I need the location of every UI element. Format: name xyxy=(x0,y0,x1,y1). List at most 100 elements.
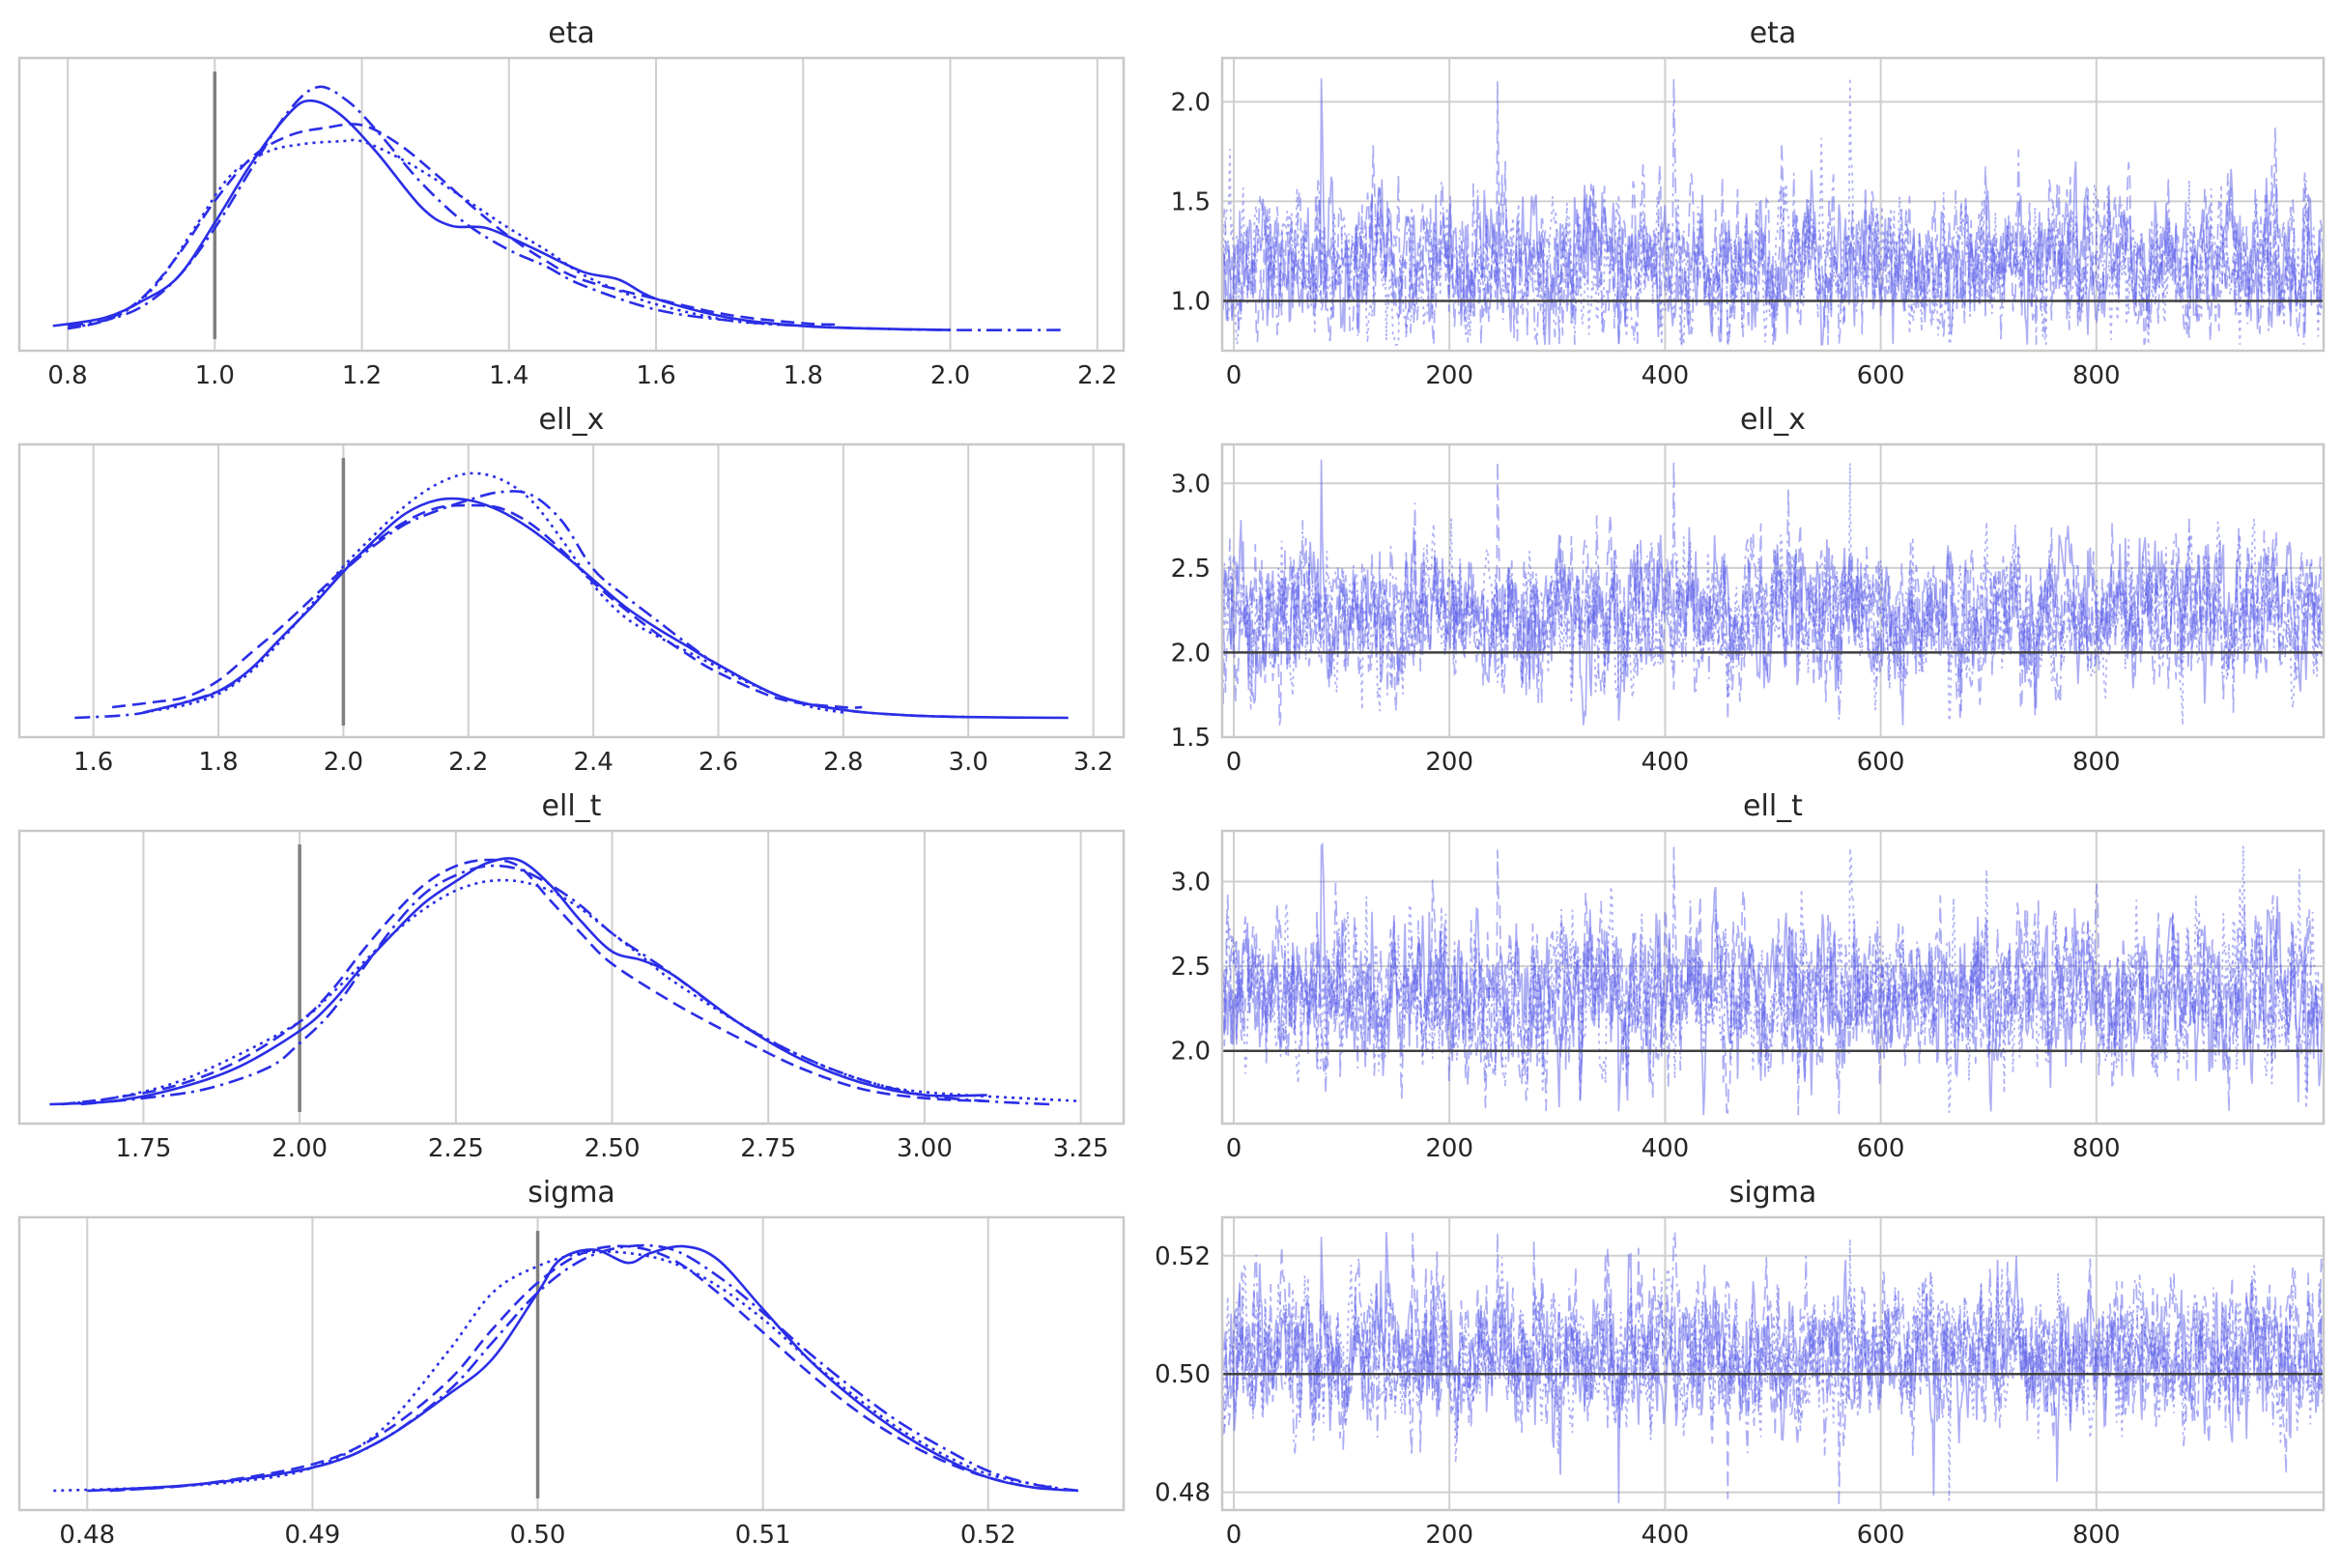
sigma-density-xtick-label: 0.51 xyxy=(735,1521,791,1550)
ell_x-density-panel: ell_x 1.6 1.8 2.0 2.2 2.4 2.6 2.8 3.0 3.2 xyxy=(17,403,1126,777)
ell_x-density-xtick-label: 2.0 xyxy=(324,748,363,777)
ell_x-trace-xtick-label: 600 xyxy=(1857,748,1905,777)
eta-density-xtick-label: 2.0 xyxy=(930,361,970,390)
sigma-density-xtick-label: 0.52 xyxy=(960,1521,1016,1550)
sigma-trace-ytick-label: 0.52 xyxy=(1155,1242,1211,1271)
sigma-density-chain-4-line xyxy=(53,1250,1056,1493)
eta-density-chain-3-line xyxy=(67,85,1061,331)
ell_t-density-frame xyxy=(17,829,1126,1126)
ell_t-density-xtick-label: 3.00 xyxy=(897,1134,953,1163)
ell_x-density-frame xyxy=(17,442,1126,739)
eta-trace-panel: eta 0 200 400 600 800 1.0 1.5 2.0 xyxy=(1171,16,2326,390)
ell_t-density-title: ell_t xyxy=(542,789,602,823)
sigma-trace-xtick-label: 800 xyxy=(2072,1521,2121,1550)
sigma-density-xtick-label: 0.49 xyxy=(284,1521,340,1550)
eta-trace-title: eta xyxy=(1750,16,1797,50)
eta-density-title: eta xyxy=(548,16,595,50)
sigma-density-xtick-label: 0.48 xyxy=(59,1521,115,1550)
sigma-trace-ytick-label: 0.48 xyxy=(1155,1479,1211,1508)
ell_t-density-xtick-label: 1.75 xyxy=(115,1134,171,1163)
ell_x-trace-xtick-label: 0 xyxy=(1226,748,1242,777)
ell_x-density-xtick-label: 2.2 xyxy=(448,748,488,777)
sigma-trace-xtick-label: 400 xyxy=(1642,1521,1690,1550)
ell_x-trace-ytick-label: 2.0 xyxy=(1171,639,1211,668)
sigma-density-panel: sigma 0.48 0.49 0.50 0.51 0.52 xyxy=(17,1176,1126,1550)
ell_t-density-xtick-label: 2.50 xyxy=(585,1134,641,1163)
sigma-density-title: sigma xyxy=(528,1176,615,1210)
ell_t-trace-title: ell_t xyxy=(1743,789,1803,823)
ell_t-trace-xtick-label: 800 xyxy=(2072,1134,2121,1163)
eta-trace-xtick-label: 600 xyxy=(1857,361,1905,390)
eta-density-xtick-label: 1.6 xyxy=(636,361,675,390)
ell_t-trace-xtick-label: 400 xyxy=(1642,1134,1690,1163)
ell_x-trace-xtick-label: 400 xyxy=(1642,748,1690,777)
sigma-trace-title: sigma xyxy=(1729,1176,1817,1210)
ell_t-density-panel: ell_t 1.75 2.00 2.25 2.50 2.75 3.00 3.25 xyxy=(17,789,1126,1163)
ell_t-density-chain-4-line xyxy=(62,878,1081,1106)
sigma-trace-xtick-label: 600 xyxy=(1857,1521,1905,1550)
sigma-trace-panel: sigma 0 200 400 600 800 0.48 0.50 0.52 xyxy=(1155,1176,2326,1550)
ell_t-trace-ytick-label: 2.0 xyxy=(1171,1038,1211,1067)
ell_x-trace-chain-1-line xyxy=(1221,459,2324,726)
sigma-density-chain-3-line xyxy=(109,1243,1079,1493)
sigma-trace-chain-4-line xyxy=(1221,1239,2324,1501)
ell_t-trace-xtick-label: 200 xyxy=(1425,1134,1473,1163)
ell_t-density-xtick-label: 2.00 xyxy=(271,1134,328,1163)
eta-trace-chain-4-line xyxy=(1221,77,2324,346)
ell_x-trace-ytick-label: 2.5 xyxy=(1171,555,1211,584)
eta-trace-ytick-label: 1.5 xyxy=(1171,187,1211,216)
eta-density-panel: eta 0.8 1.0 1.2 1.4 1.6 1.8 2.0 2.2 xyxy=(17,16,1126,390)
ell_x-density-xtick-label: 3.0 xyxy=(949,748,988,777)
sigma-trace-xtick-label: 0 xyxy=(1226,1521,1242,1550)
sigma-density-xtick-label: 0.50 xyxy=(510,1521,566,1550)
eta-density-xtick-label: 0.8 xyxy=(47,361,87,390)
eta-trace-xtick-label: 0 xyxy=(1226,361,1242,390)
sigma-trace-frame xyxy=(1220,1215,2326,1512)
ell_x-density-xtick-label: 2.8 xyxy=(823,748,863,777)
ell_t-trace-frame xyxy=(1220,829,2326,1126)
eta-density-chain-4-line xyxy=(81,138,804,328)
ell_x-trace-chain-4-line xyxy=(1221,463,2324,726)
ell_x-density-xtick-label: 2.4 xyxy=(573,748,613,777)
ell_x-trace-panel: ell_x 0 200 400 600 800 1.5 2.0 2.5 3.0 xyxy=(1171,403,2326,777)
ell_x-density-xtick-label: 1.6 xyxy=(73,748,113,777)
eta-density-frame xyxy=(17,56,1126,353)
sigma-trace-ytick-label: 0.50 xyxy=(1155,1360,1211,1389)
ell_t-trace-ytick-label: 3.0 xyxy=(1171,869,1211,898)
ell_x-trace-xtick-label: 200 xyxy=(1425,748,1473,777)
ell_x-trace-ytick-label: 1.5 xyxy=(1171,724,1211,753)
ell_x-trace-chain-3-line xyxy=(1221,460,2324,721)
eta-density-xtick-label: 1.8 xyxy=(784,361,823,390)
ell_x-trace-ytick-label: 3.0 xyxy=(1171,470,1211,499)
eta-density-xtick-label: 1.0 xyxy=(195,361,235,390)
eta-density-xtick-label: 2.2 xyxy=(1077,361,1117,390)
sigma-trace-xtick-label: 200 xyxy=(1425,1521,1473,1550)
ell_t-trace-xtick-label: 0 xyxy=(1226,1134,1242,1163)
eta-trace-frame xyxy=(1220,56,2326,353)
ell_t-trace-chain-1-line xyxy=(1221,841,2324,1116)
ell_t-density-xtick-label: 3.25 xyxy=(1053,1134,1109,1163)
ell_t-trace-ytick-label: 2.5 xyxy=(1171,953,1211,982)
eta-trace-chain-3-line xyxy=(1221,77,2324,345)
eta-density-chain-1-line xyxy=(52,99,951,331)
ell_t-trace-xtick-label: 600 xyxy=(1857,1134,1905,1163)
ell_x-trace-title: ell_x xyxy=(1740,403,1806,437)
ell_x-density-title: ell_x xyxy=(539,403,605,437)
eta-density-xtick-label: 1.4 xyxy=(489,361,528,390)
eta-trace-ytick-label: 1.0 xyxy=(1171,287,1211,316)
eta-trace-xtick-label: 200 xyxy=(1425,361,1473,390)
ell_x-density-xtick-label: 1.8 xyxy=(198,748,238,777)
sigma-density-frame xyxy=(17,1215,1126,1512)
ell_x-trace-xtick-label: 800 xyxy=(2072,748,2121,777)
ell_x-density-chain-3-line xyxy=(74,490,969,720)
ell_t-density-chain-3-line xyxy=(80,864,1050,1106)
eta-density-xtick-label: 1.2 xyxy=(342,361,382,390)
ell_x-trace-frame xyxy=(1220,442,2326,739)
eta-trace-xtick-label: 400 xyxy=(1642,361,1690,390)
eta-trace-xtick-label: 800 xyxy=(2072,361,2121,390)
ell_x-density-xtick-label: 3.2 xyxy=(1073,748,1113,777)
ell_t-density-xtick-label: 2.25 xyxy=(428,1134,484,1163)
ell_t-density-xtick-label: 2.75 xyxy=(740,1134,796,1163)
ell_t-density-chain-2-line xyxy=(62,858,987,1106)
